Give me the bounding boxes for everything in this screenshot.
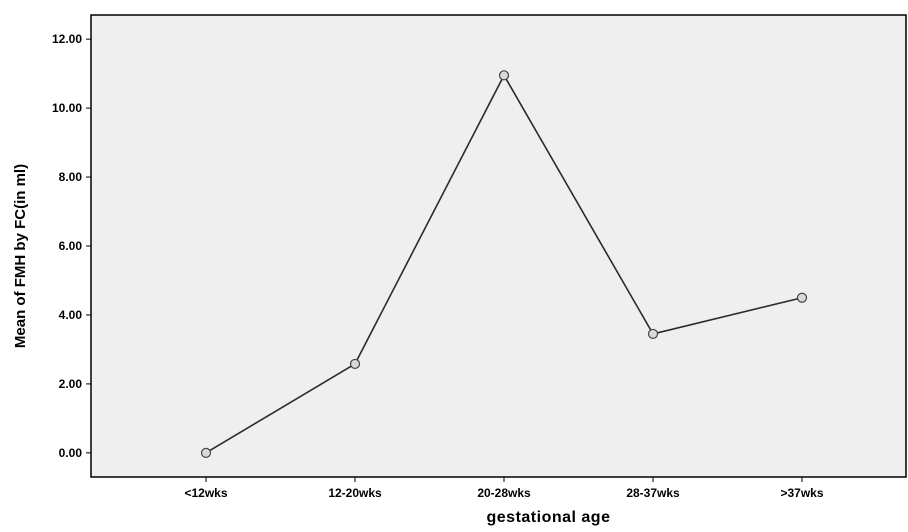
data-point xyxy=(498,70,510,81)
data-point xyxy=(200,447,212,458)
y-tick-label: 2.00 xyxy=(59,377,83,391)
data-point xyxy=(647,328,659,340)
x-tick-label: <12wks xyxy=(184,486,227,500)
y-tick-label: 10.00 xyxy=(52,101,82,115)
x-axis-ticks: <12wks 12-20wks 20-28wks 28-37wks >37wks xyxy=(184,477,824,500)
y-tick-label: 0.00 xyxy=(59,446,83,460)
x-tick-label: 12-20wks xyxy=(328,486,382,500)
data-point xyxy=(796,292,808,303)
plot-area xyxy=(90,14,907,478)
y-tick-label: 8.00 xyxy=(59,170,83,184)
x-tick-label: >37wks xyxy=(780,486,823,500)
data-point xyxy=(349,358,361,370)
y-axis-title: Mean of FMH by FC(in ml) xyxy=(12,164,29,348)
series-markers xyxy=(200,70,808,458)
x-axis-title: gestational age xyxy=(487,509,611,526)
y-tick-label: 4.00 xyxy=(59,308,83,322)
y-tick-label: 6.00 xyxy=(59,239,83,253)
y-axis-ticks: 0.00 2.00 4.00 6.00 8.00 10.00 12.00 xyxy=(52,32,91,460)
y-tick-label: 12.00 xyxy=(52,32,82,46)
x-tick-label: 20-28wks xyxy=(477,486,531,500)
x-tick-label: 28-37wks xyxy=(626,486,680,500)
